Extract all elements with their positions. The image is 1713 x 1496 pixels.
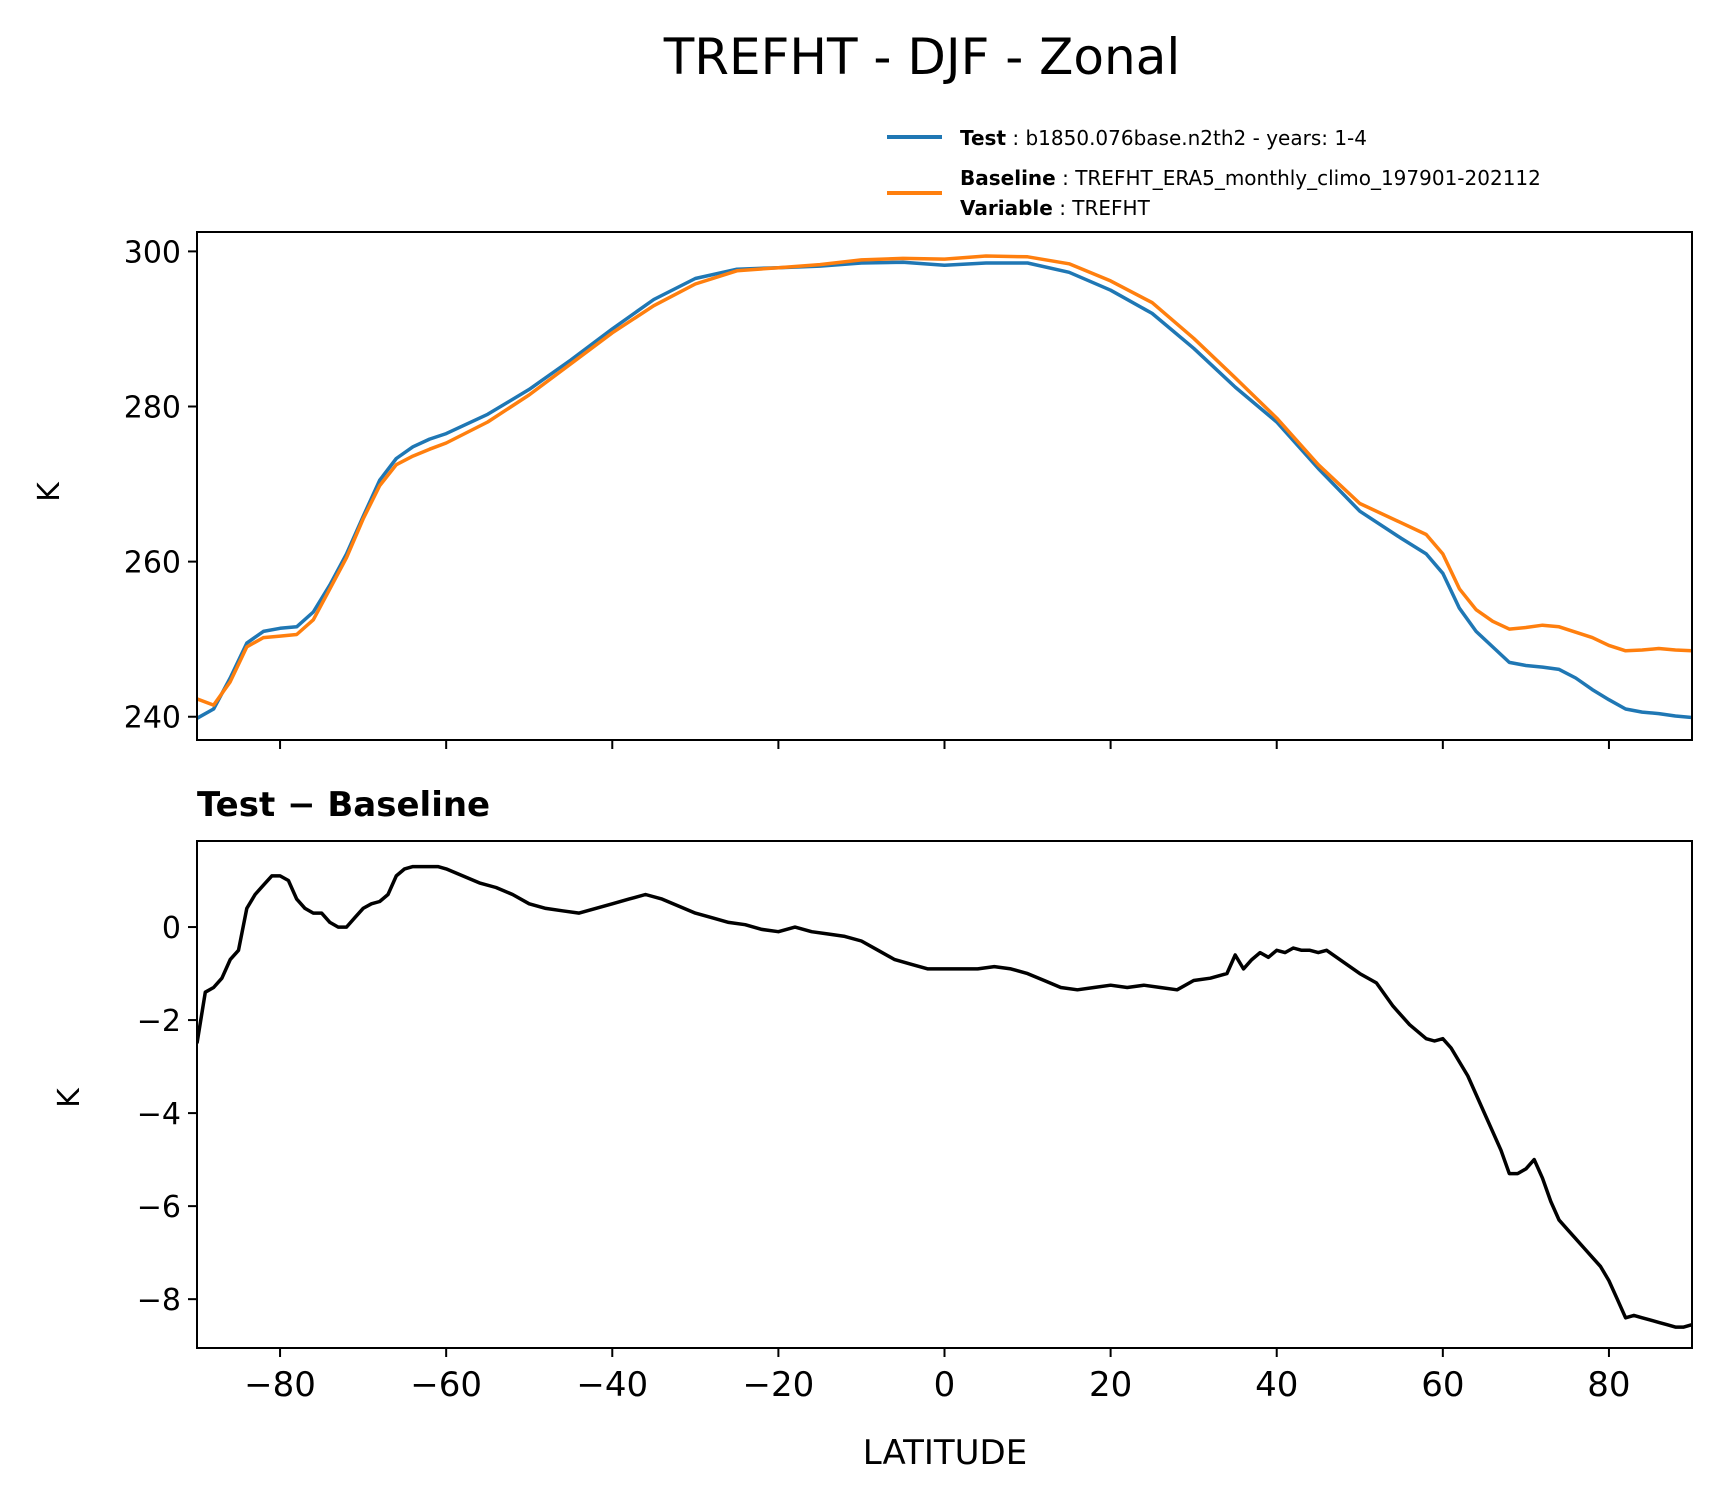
legend-baseline-value: TREFHT_ERA5_monthly_climo_197901-202112 [1074, 166, 1541, 190]
x-axis-label: LATITUDE [863, 1433, 1027, 1473]
figure-title: TREFHT - DJF - Zonal [663, 28, 1181, 86]
legend-variable-label: Variable : TREFHT [960, 196, 1151, 220]
bottom-xtick-label: 60 [1421, 1365, 1464, 1405]
bottom-ytick-label: 0 [162, 911, 181, 946]
top-ytick-label: 280 [124, 391, 181, 426]
bottom-xtick-label: −20 [743, 1365, 815, 1405]
bottom-xtick-label: 20 [1089, 1365, 1132, 1405]
bottom-series-test-baseline-line [197, 864, 1692, 1329]
bottom-ytick-label: −6 [137, 1190, 181, 1225]
top-ytick-label: 260 [124, 546, 181, 581]
bottom-ytick-label: −4 [137, 1097, 181, 1132]
bottom-ytick-label: −2 [137, 1004, 181, 1039]
top-ylabel: K [32, 481, 67, 502]
legend-test-value: b1850.076base.n2th2 - years: 1-4 [1025, 126, 1367, 150]
top-ytick-label: 300 [124, 235, 181, 270]
bottom-xtick-label: 0 [934, 1365, 956, 1405]
legend-test-label: Test : b1850.076base.n2th2 - years: 1-4 [960, 126, 1367, 150]
legend-test-key: Test [960, 126, 1006, 150]
bottom-panel: Test − Baseline K LATITUDE 0 −2 −4 −6 −8 −80 −… [52, 785, 1693, 1473]
bottom-xtick-label: −60 [410, 1365, 482, 1405]
legend-variable-value: TREFHT [1071, 196, 1150, 220]
legend-baseline-label: Baseline : TREFHT_ERA5_monthly_climo_197… [960, 166, 1541, 190]
legend-variable-key: Variable [960, 196, 1053, 220]
legend-baseline-key: Baseline [960, 166, 1056, 190]
top-panel: K 240 260 280 300 [32, 231, 1693, 749]
bottom-xtick-label: 80 [1587, 1365, 1630, 1405]
top-series-baseline-line [197, 254, 1692, 707]
legend: Test : b1850.076base.n2th2 - years: 1-4 … [887, 126, 1541, 220]
top-ytick-label: 240 [124, 701, 181, 736]
bottom-ytick-label: −8 [137, 1283, 181, 1318]
bottom-xtick-label: 40 [1255, 1365, 1298, 1405]
bottom-xtick-label: −40 [576, 1365, 648, 1405]
bottom-ylabel: K [52, 1087, 87, 1108]
bottom-panel-title: Test − Baseline [197, 785, 490, 825]
bottom-xtick-label: −80 [244, 1365, 316, 1405]
